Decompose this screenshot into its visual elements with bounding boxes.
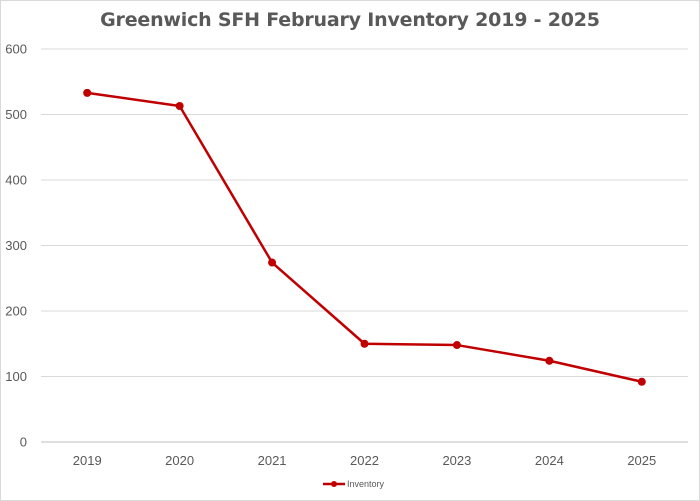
series-line [87,91,643,383]
y-tick-label: 400 [5,173,27,188]
x-axis-labels: 2019 2020 2021 2022 2023 2024 2025 [73,453,656,468]
data-point [268,258,277,267]
y-tick-label: 0 [20,435,27,450]
legend-label: Inventory [347,479,385,489]
y-tick-label: 100 [5,369,27,384]
data-point [637,377,646,386]
data-point [83,88,92,97]
legend: Inventory [323,479,385,489]
data-point [360,339,369,348]
legend-marker [331,481,337,487]
y-axis-labels: 0 100 200 300 400 500 600 [5,42,27,450]
x-tick-label: 2019 [73,453,102,468]
x-tick-label: 2021 [258,453,287,468]
data-point [175,101,184,110]
y-tick-label: 300 [5,238,27,253]
data-point [545,356,554,365]
x-tick-label: 2020 [165,453,194,468]
x-tick-label: 2025 [627,453,656,468]
y-tick-label: 200 [5,304,27,319]
series-inventory [83,88,646,386]
y-tick-label: 600 [5,42,27,57]
x-tick-label: 2022 [350,453,379,468]
y-tick-label: 500 [5,107,27,122]
chart-title: Greenwich SFH February Inventory 2019 - … [100,9,600,31]
x-tick-label: 2024 [535,453,564,468]
x-tick-label: 2023 [442,453,471,468]
data-point [452,341,461,350]
gridlines [41,48,688,443]
